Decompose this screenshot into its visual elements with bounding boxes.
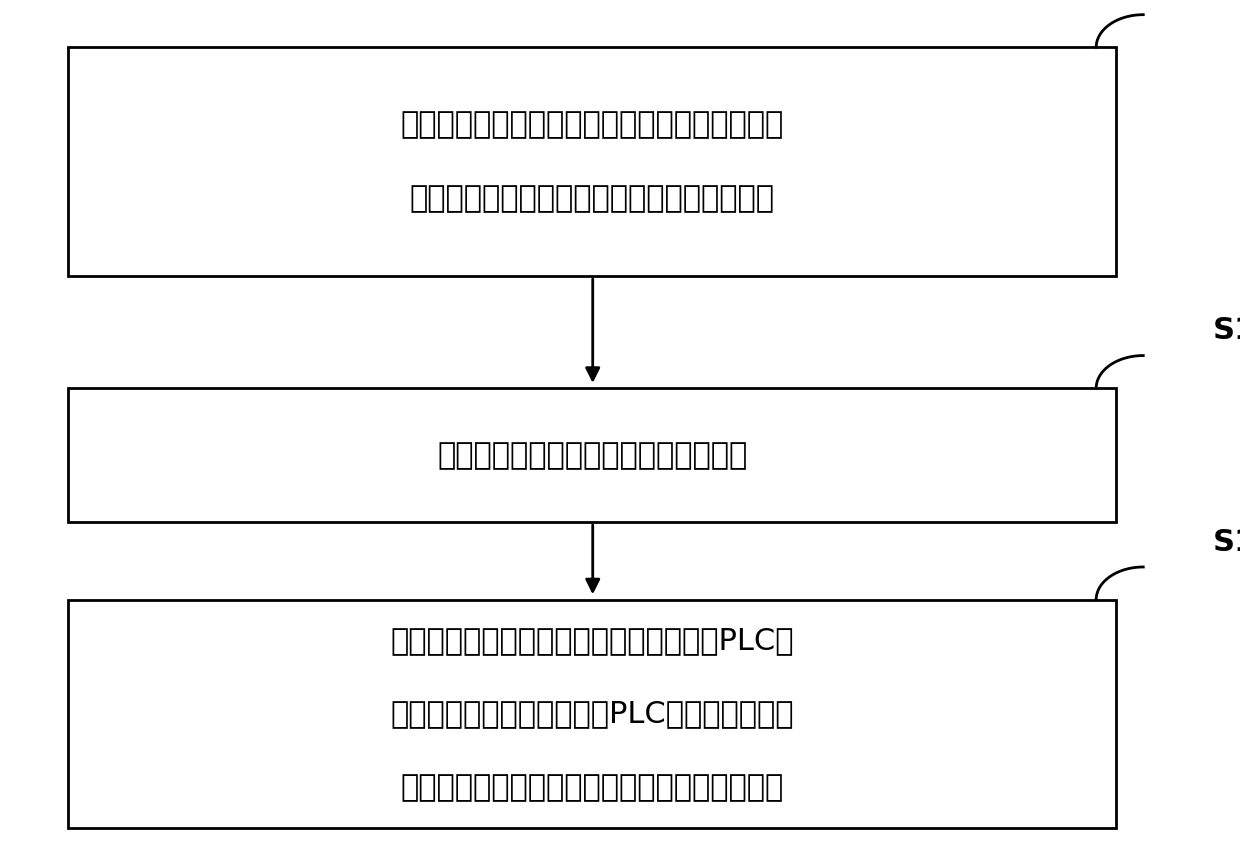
Text: 将所述接口标识发送给可编程逻辑控制器PLC；: 将所述接口标识发送给可编程逻辑控制器PLC； bbox=[391, 627, 794, 655]
Bar bbox=[68, 600, 1116, 828]
Text: 确定所述待测试部件对应的接口标识；: 确定所述待测试部件对应的接口标识； bbox=[436, 441, 748, 469]
Text: 所述接口标识用于指示所述PLC根据所述接口标: 所述接口标识用于指示所述PLC根据所述接口标 bbox=[391, 700, 794, 728]
Text: 确定设备的待测试部件；所述待测试部件为根据: 确定设备的待测试部件；所述待测试部件为根据 bbox=[401, 110, 784, 140]
Text: 所述设备的实体在上位机上设置的仿真部件；: 所述设备的实体在上位机上设置的仿真部件； bbox=[409, 184, 775, 213]
Text: 识对应的接口变量对所述待测试部件进行调试。: 识对应的接口变量对所述待测试部件进行调试。 bbox=[401, 773, 784, 802]
Text: S101: S101 bbox=[1213, 0, 1240, 4]
Bar bbox=[68, 47, 1116, 276]
Text: S103: S103 bbox=[1213, 527, 1240, 557]
Bar bbox=[68, 388, 1116, 522]
Text: S102: S102 bbox=[1213, 316, 1240, 345]
